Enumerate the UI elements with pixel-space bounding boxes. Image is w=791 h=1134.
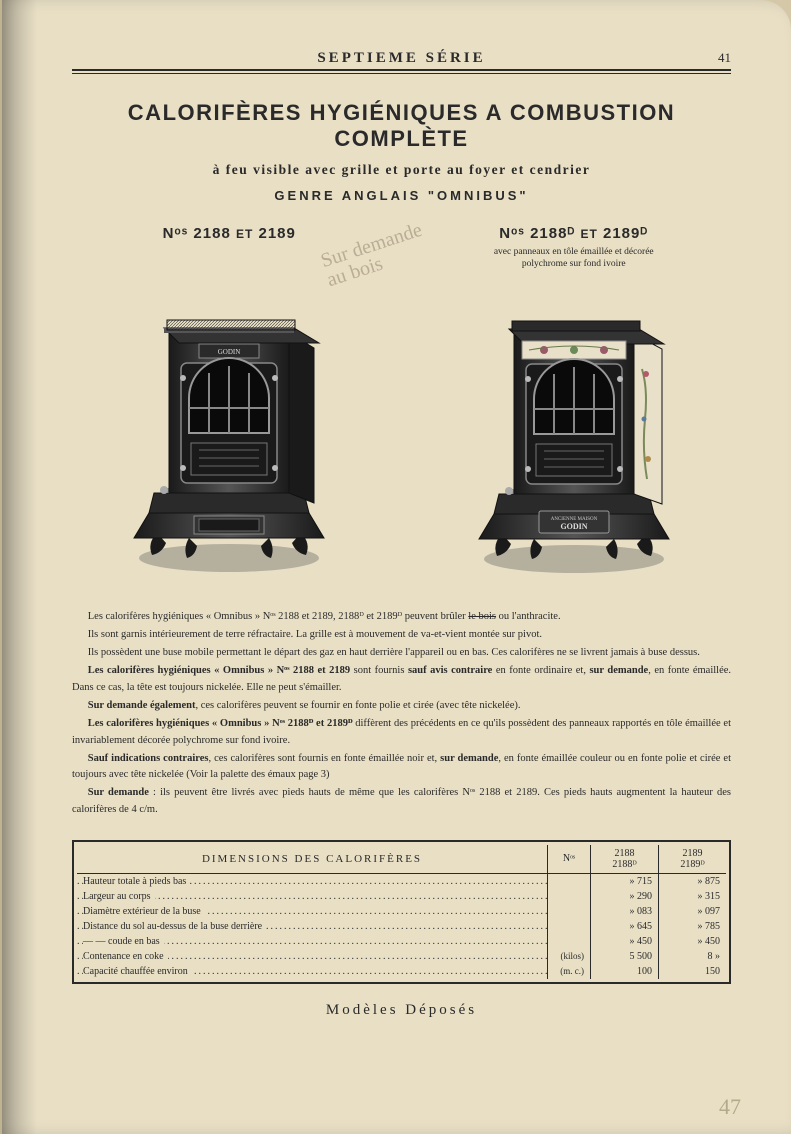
catalog-page: SEPTIEME SÉRIE 41 CALORIFÈRES HYGIÉNIQUE…: [0, 0, 791, 1134]
heading-and: ET: [236, 227, 253, 241]
paragraph: Sauf indications contraires, ces calorif…: [72, 751, 731, 784]
col-header-2: 2189 2189ᴰ: [659, 845, 727, 874]
paragraph: Les calorifères hygiéniques « Omnibus » …: [72, 609, 731, 625]
col-header-1: 2188 2188ᴰ: [591, 845, 659, 874]
heading-prefix: Nᵒˢ: [163, 225, 189, 242]
row-label: Diamètre extérieur de la buse: [77, 904, 548, 919]
row-value-2: » 450: [659, 934, 727, 949]
row-value-1: » 083: [591, 904, 659, 919]
row-value-2: 150: [659, 964, 727, 979]
table-row: Diamètre extérieur de la buse » 083» 097: [77, 904, 726, 919]
row-label: Largeur au corps: [77, 889, 548, 904]
table-row: Capacité chauffée environ(m. c.)100150: [77, 964, 726, 979]
heading-num1: 2188ᴰ: [530, 225, 575, 242]
row-value-1: » 290: [591, 889, 659, 904]
series-title: SEPTIEME SÉRIE: [317, 50, 485, 67]
heading-num2: 2189ᴰ: [603, 225, 648, 242]
row-value-1: 100: [591, 964, 659, 979]
subtitle-1: à feu visible avec grille et porte au fo…: [72, 162, 731, 178]
product-heading: Nᵒˢ 2188 ET 2189: [72, 225, 387, 242]
row-value-1: » 450: [591, 934, 659, 949]
row-label: Distance du sol au-dessus de la buse der…: [77, 919, 548, 934]
table-row: Distance du sol au-dessus de la buse der…: [77, 919, 726, 934]
stove-illustration: ANCIENNE MAISON GODIN: [464, 279, 684, 579]
product-heading: Nᵒˢ 2188ᴰ ET 2189ᴰ: [417, 225, 732, 242]
row-value-1: » 715: [591, 873, 659, 889]
row-value-2: » 875: [659, 873, 727, 889]
dimensions-table: DIMENSIONS DES CALORIFÈRES Nᵒˢ 2188 2188…: [72, 840, 731, 984]
row-value-2: » 097: [659, 904, 727, 919]
row-value-2: » 315: [659, 889, 727, 904]
row-unit: [548, 904, 591, 919]
page-number: 41: [718, 50, 731, 66]
row-label: Hauteur totale à pieds bas: [77, 873, 548, 889]
product-right: Nᵒˢ 2188ᴰ ET 2189ᴰ avec panneaux en tôle…: [417, 225, 732, 579]
subtitle-2: GENRE ANGLAIS "OMNIBUS": [72, 188, 731, 203]
table-row: Hauteur totale à pieds bas » 715» 875: [77, 873, 726, 889]
brand-label: GODIN: [560, 522, 587, 531]
header-rule-thin: [72, 73, 731, 74]
product-row: Nᵒˢ 2188 ET 2189: [72, 225, 731, 579]
heading-prefix: Nᵒˢ: [499, 225, 525, 242]
description-text: Les calorifères hygiéniques « Omnibus » …: [72, 609, 731, 818]
row-label: — — coude en bas: [77, 934, 548, 949]
header-rule-thick: [72, 69, 731, 71]
table-row: — — coude en bas » 450» 450: [77, 934, 726, 949]
paragraph: Sur demande également, ces calorifères p…: [72, 698, 731, 714]
table-title: DIMENSIONS DES CALORIFÈRES: [77, 845, 548, 874]
main-title: CALORIFÈRES HYGIÉNIQUES A COMBUSTION COM…: [72, 100, 731, 152]
product-note: avec panneaux en tôle émaillée et décoré…: [417, 246, 732, 271]
table-row: Largeur au corps » 290» 315: [77, 889, 726, 904]
row-label: Contenance en coke: [77, 949, 548, 964]
footer-text: Modèles Déposés: [72, 1002, 731, 1019]
product-left: Nᵒˢ 2188 ET 2189: [72, 225, 387, 579]
row-value-2: » 785: [659, 919, 727, 934]
row-unit: [548, 873, 591, 889]
table-row: Contenance en coke(kilos)5 5008 »: [77, 949, 726, 964]
paragraph: Les calorifères hygiéniques « Omnibus » …: [72, 663, 731, 696]
heading-and: ET: [580, 227, 597, 241]
paragraph: Sur demande : ils peuvent être livrés av…: [72, 785, 731, 818]
row-unit: (kilos): [548, 949, 591, 964]
paragraph: Ils sont garnis intérieurement de terre …: [72, 627, 731, 643]
stove-illustration: GODIN: [119, 278, 339, 578]
row-label: Capacité chauffée environ: [77, 964, 548, 979]
row-unit: [548, 919, 591, 934]
row-value-1: » 645: [591, 919, 659, 934]
row-value-1: 5 500: [591, 949, 659, 964]
product-note: [72, 246, 387, 270]
table-nos-label: Nᵒˢ: [548, 845, 591, 874]
row-unit: [548, 934, 591, 949]
row-unit: [548, 889, 591, 904]
brand-label: GODIN: [218, 348, 241, 356]
row-value-2: 8 »: [659, 949, 727, 964]
paragraph: Ils possèdent une buse mobile permettant…: [72, 645, 731, 661]
pencil-annotation: 47: [719, 1094, 741, 1120]
heading-num2: 2189: [258, 225, 295, 242]
paragraph: Les calorifères hygiéniques « Omnibus » …: [72, 716, 731, 749]
page-header: SEPTIEME SÉRIE 41: [72, 50, 731, 67]
row-unit: (m. c.): [548, 964, 591, 979]
heading-num1: 2188: [193, 225, 230, 242]
